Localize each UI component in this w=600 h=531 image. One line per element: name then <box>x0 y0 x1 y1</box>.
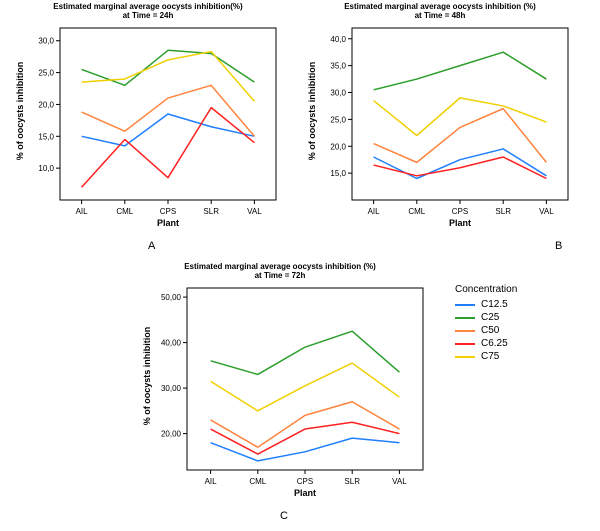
y-tick-label: 40,0 <box>330 35 346 44</box>
chart-plot: 15,0 20,0 25,0 30,0 35,0 40,0 AIL CML CPS SLR VAL <box>300 0 580 250</box>
legend-item-C75: C75 <box>455 351 595 362</box>
y-tick-label: 15,0 <box>38 132 54 141</box>
x-tick-label: CML <box>249 477 266 486</box>
series-C25 <box>374 52 547 90</box>
legend-label: C6.25 <box>481 338 508 349</box>
x-tick-label: SLR <box>344 477 360 486</box>
legend-label: C12.5 <box>481 299 508 310</box>
plot-frame <box>352 28 568 200</box>
series-C75 <box>211 363 400 411</box>
x-tick-label: AIL <box>76 207 89 216</box>
series-C6.25 <box>82 108 255 188</box>
legend-swatch <box>455 317 475 319</box>
panel-letter-A: A <box>148 240 155 252</box>
x-tick-label: CML <box>116 207 133 216</box>
y-tick-label: 25,0 <box>38 69 54 78</box>
legend-swatch <box>455 330 475 332</box>
legend-title: Concentration <box>455 284 595 295</box>
legend-item-C25: C25 <box>455 312 595 323</box>
legend-item-C50: C50 <box>455 325 595 336</box>
y-tick-label: 15,0 <box>330 169 346 178</box>
y-tick-label: 10,0 <box>38 164 54 173</box>
legend-label: C50 <box>481 325 499 336</box>
series-C50 <box>374 109 547 163</box>
y-tick-label: 20,0 <box>330 142 346 151</box>
x-tick-label: VAL <box>392 477 407 486</box>
legend-swatch <box>455 356 475 358</box>
panel-letter-B: B <box>555 240 562 252</box>
legend-label: C25 <box>481 312 499 323</box>
x-tick-label: CPS <box>452 207 468 216</box>
series-C75 <box>82 52 255 102</box>
chart-plot: 20,00 30,00 40,00 50,00 AIL CML CPS SLR VAL <box>125 260 435 520</box>
series-C12.5 <box>82 114 255 146</box>
x-tick-label: CPS <box>297 477 313 486</box>
y-tick-label: 40,00 <box>161 339 182 348</box>
plot-frame <box>187 288 423 470</box>
x-tick-label: SLR <box>495 207 511 216</box>
y-tick-label: 30,0 <box>330 89 346 98</box>
y-tick-label: 25,0 <box>330 115 346 124</box>
y-tick-label: 35,0 <box>330 62 346 71</box>
legend-item-C6.25: C6.25 <box>455 338 595 349</box>
series-C6.25 <box>211 422 400 454</box>
series-C25 <box>211 331 400 374</box>
figure: { "background_color":"#ffffff", "categor… <box>0 0 600 531</box>
y-tick-label: 50,00 <box>161 293 182 302</box>
y-tick-label: 30,00 <box>161 384 182 393</box>
x-tick-label: CPS <box>160 207 176 216</box>
legend: Concentration C12.5 C25 C50 C6.25 C75 <box>455 284 595 364</box>
x-tick-label: CML <box>408 207 425 216</box>
series-C12.5 <box>374 149 547 179</box>
series-C50 <box>82 85 255 136</box>
y-tick-label: 30,0 <box>38 37 54 46</box>
y-tick-label: 20,00 <box>161 430 182 439</box>
x-tick-label: AIL <box>368 207 381 216</box>
panel-C: Estimated marginal average oocysts inhib… <box>125 260 435 520</box>
legend-swatch <box>455 304 475 306</box>
legend-swatch <box>455 343 475 345</box>
legend-item-C12.5: C12.5 <box>455 299 595 310</box>
legend-label: C75 <box>481 351 499 362</box>
x-tick-label: VAL <box>539 207 554 216</box>
panel-letter-C: C <box>280 510 288 522</box>
chart-plot: 10,0 15,0 20,0 25,0 30,0 AIL CML CPS SLR VAL <box>8 0 288 250</box>
series-C12.5 <box>211 438 400 461</box>
panel-B: Estimated marginal average oocysts inhib… <box>300 0 580 250</box>
x-tick-label: SLR <box>203 207 219 216</box>
x-tick-label: AIL <box>205 477 218 486</box>
x-tick-label: VAL <box>247 207 262 216</box>
y-tick-label: 20,0 <box>38 100 54 109</box>
panel-A: Estimated marginal average oocysts inhib… <box>8 0 288 250</box>
